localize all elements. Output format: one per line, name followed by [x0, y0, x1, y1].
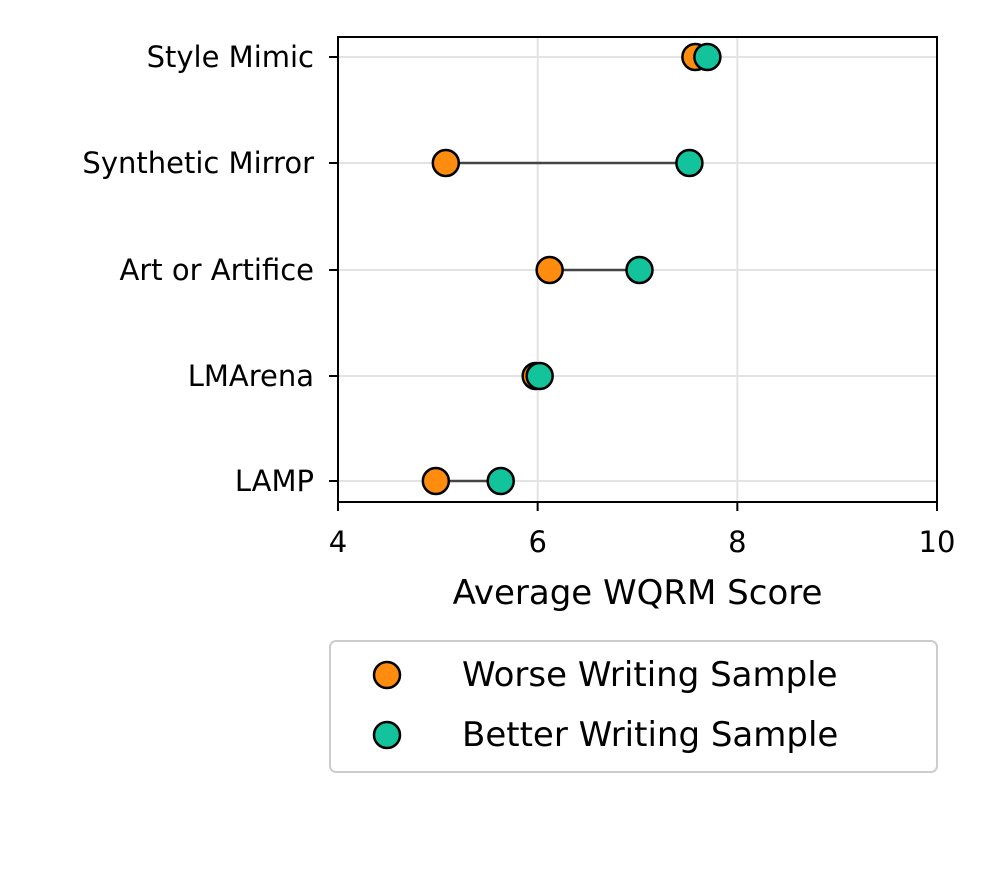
legend-marker-worse	[372, 660, 402, 690]
x-tick-label: 6	[528, 525, 546, 559]
data-markers	[421, 42, 722, 496]
better-sample-point	[625, 255, 654, 285]
legend-label-worse: Worse Writing Sample	[462, 655, 838, 695]
better-sample-point	[486, 466, 515, 496]
y-tick-label: Style Mimic	[147, 40, 314, 74]
x-axis-ticks: 4 6 8 10	[329, 502, 956, 559]
better-sample-point	[675, 148, 704, 178]
y-axis-ticks: Style Mimic Synthetic Mirror Art or Artifi…	[82, 40, 338, 498]
x-tick-label: 8	[728, 525, 746, 559]
legend-box	[329, 640, 938, 773]
x-tick-label: 10	[919, 525, 956, 559]
y-tick-label: LMArena	[188, 359, 314, 393]
y-tick-label: LAMP	[235, 464, 314, 498]
worse-sample-point	[421, 466, 451, 496]
y-tick-label: Synthetic Mirror	[82, 146, 314, 180]
x-axis-label: Average WQRM Score	[453, 573, 823, 613]
legend-marker-better	[372, 720, 402, 750]
y-tick-label: Art or Artifice	[120, 253, 314, 287]
better-sample-point	[693, 42, 722, 72]
legend-label-better: Better Writing Sample	[462, 715, 838, 755]
worse-sample-point	[535, 255, 564, 285]
worse-sample-point	[431, 148, 461, 178]
x-tick-label: 4	[329, 525, 347, 559]
better-sample-point	[525, 361, 554, 391]
legend: Worse Writing Sample Better Writing Samp…	[329, 640, 938, 773]
